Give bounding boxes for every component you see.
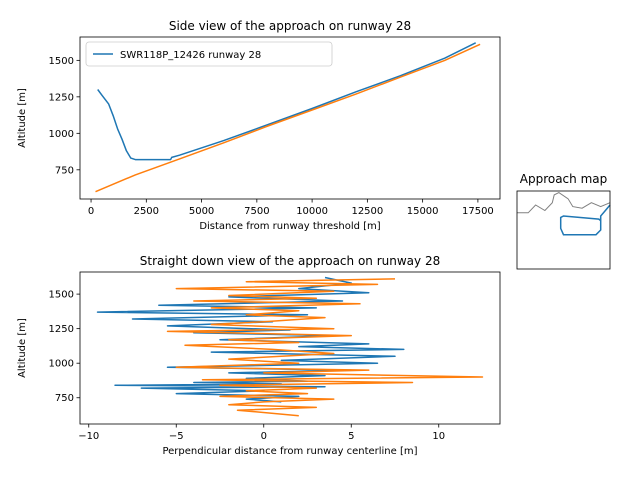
x-axis-label: Perpendicular distance from runway cente…: [162, 446, 417, 457]
series-line-1: [166, 278, 484, 417]
x-tick-label: 12500: [351, 206, 383, 217]
map-title: Approach map: [520, 172, 608, 186]
y-axis-label: Altitude [m]: [17, 318, 28, 378]
x-tick-label: 15000: [407, 206, 439, 217]
y-tick-label: 1000: [49, 129, 74, 140]
chart-title: Side view of the approach on runway 28: [169, 19, 411, 33]
y-tick-label: 1500: [49, 56, 74, 67]
y-tick-label: 1250: [49, 324, 74, 335]
x-tick-label: 5000: [189, 206, 214, 217]
chart-panel-1: −10 −5 0 5 10 750 1000 1250 1500 Straight down vi…: [17, 254, 501, 457]
chart-panel-0: 0 2500 5000 7500 10000 12500 15000 17500 750 1000…: [17, 19, 501, 232]
approach-map: Approach map: [516, 172, 611, 270]
y-tick-label: 750: [55, 393, 74, 404]
y-tick-label: 750: [55, 165, 74, 176]
x-tick-label: −5: [169, 431, 184, 442]
legend-box: [85, 41, 333, 67]
x-tick-label: 0: [261, 431, 267, 442]
legend: SWR118P_12426 runway 28: [85, 41, 333, 67]
x-tick-label: 10: [432, 431, 445, 442]
series-line-0: [97, 42, 477, 161]
y-tick-label: 1000: [49, 359, 74, 370]
y-axis-label: Altitude [m]: [17, 88, 28, 148]
x-tick-label: 7500: [244, 206, 269, 217]
x-tick-label: 2500: [134, 206, 159, 217]
x-tick-label: 17500: [462, 206, 494, 217]
chart-title: Straight down view of the approach on ru…: [140, 254, 440, 268]
y-tick-label: 1500: [49, 290, 74, 301]
x-tick-label: 10000: [296, 206, 328, 217]
legend-entry: SWR118P_12426 runway 28: [120, 50, 261, 61]
map-border-path: [517, 192, 611, 214]
x-tick-label: 5: [348, 431, 354, 442]
x-tick-label: −10: [78, 431, 99, 442]
map-frame: [516, 190, 611, 270]
plot-frame: [79, 36, 501, 200]
series-line-1: [95, 43, 481, 193]
y-tick-label: 1250: [49, 92, 74, 103]
plot-frame: [79, 271, 501, 425]
x-axis-label: Distance from runway threshold [m]: [199, 221, 380, 232]
map-approach-path: [559, 204, 611, 236]
x-tick-label: 0: [88, 206, 94, 217]
